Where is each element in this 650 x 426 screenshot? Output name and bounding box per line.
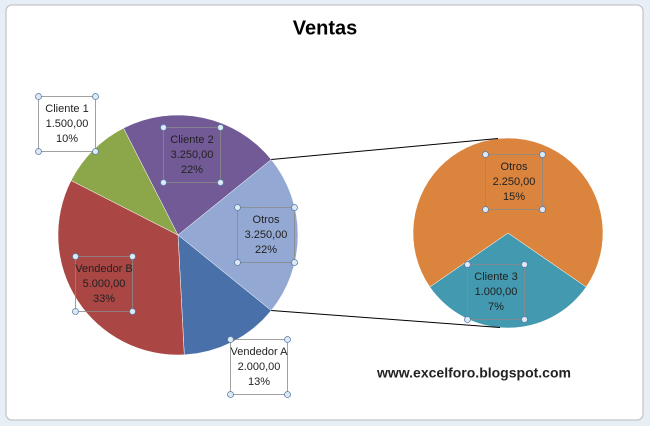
- selection-handle: [35, 93, 42, 100]
- selection-handle: [291, 204, 298, 211]
- data-label-name: Cliente 3: [474, 271, 517, 283]
- watermark: www.excelforo.blogspot.com: [376, 365, 571, 381]
- data-label-value: 2.000,00: [238, 361, 281, 373]
- data-label-name: Vendedor A: [231, 346, 289, 358]
- pie-slice: [412, 137, 604, 288]
- selection-handle: [464, 261, 471, 268]
- label-box: [75, 256, 133, 312]
- selection-handle: [539, 206, 546, 213]
- data-label-percent: 22%: [255, 244, 277, 256]
- selection-handle: [217, 179, 224, 186]
- connector-line: [271, 310, 501, 328]
- data-label-value: 1.500,00: [46, 118, 89, 130]
- data-label-percent: 22%: [181, 164, 203, 176]
- selection-handle: [291, 259, 298, 266]
- data-label-name: Otros: [253, 214, 280, 226]
- data-label-value: 1.000,00: [475, 286, 518, 298]
- selection-handle: [227, 336, 234, 343]
- data-label-percent: 15%: [503, 191, 525, 203]
- chart-title: Ventas: [293, 17, 357, 39]
- pie-slice: [177, 159, 299, 311]
- data-label-value: 3.250,00: [171, 149, 214, 161]
- selection-handle: [129, 253, 136, 260]
- selection-handle: [482, 206, 489, 213]
- label-box: [485, 154, 543, 210]
- data-label-value: 2.250,00: [493, 176, 536, 188]
- label-box: [38, 96, 96, 152]
- data-label-name: Cliente 2: [170, 134, 213, 146]
- connector-line: [271, 138, 499, 160]
- selection-handle: [227, 391, 234, 398]
- selection-handle: [284, 336, 291, 343]
- selection-handle: [129, 308, 136, 315]
- pie-slice: [123, 114, 272, 236]
- label-box: [163, 127, 221, 183]
- data-label-value: 3.250,00: [245, 229, 288, 241]
- data-label-name: Vendedor B: [75, 263, 133, 275]
- selection-handle: [464, 316, 471, 323]
- selection-handle: [482, 151, 489, 158]
- selection-handle: [160, 179, 167, 186]
- data-label-percent: 10%: [56, 133, 78, 145]
- data-label-name: Otros: [501, 161, 528, 173]
- label-box: [237, 207, 295, 263]
- selection-handle: [217, 124, 224, 131]
- selection-handle: [92, 148, 99, 155]
- data-label-percent: 13%: [248, 376, 270, 388]
- data-label-percent: 7%: [488, 301, 504, 313]
- selection-handle: [521, 316, 528, 323]
- label-box: [467, 264, 525, 320]
- selection-handle: [92, 93, 99, 100]
- selection-handle: [72, 253, 79, 260]
- selection-handle: [521, 261, 528, 268]
- selection-handle: [35, 148, 42, 155]
- selection-handle: [234, 204, 241, 211]
- pie-slice: [429, 232, 587, 329]
- data-label-value: 5.000,00: [83, 278, 126, 290]
- data-label-percent: 33%: [93, 293, 115, 305]
- label-box: [230, 339, 288, 395]
- data-label-name: Cliente 1: [45, 103, 88, 115]
- selection-handle: [160, 124, 167, 131]
- selection-handle: [72, 308, 79, 315]
- selection-handle: [234, 259, 241, 266]
- selection-handle: [284, 391, 291, 398]
- selection-handle: [539, 151, 546, 158]
